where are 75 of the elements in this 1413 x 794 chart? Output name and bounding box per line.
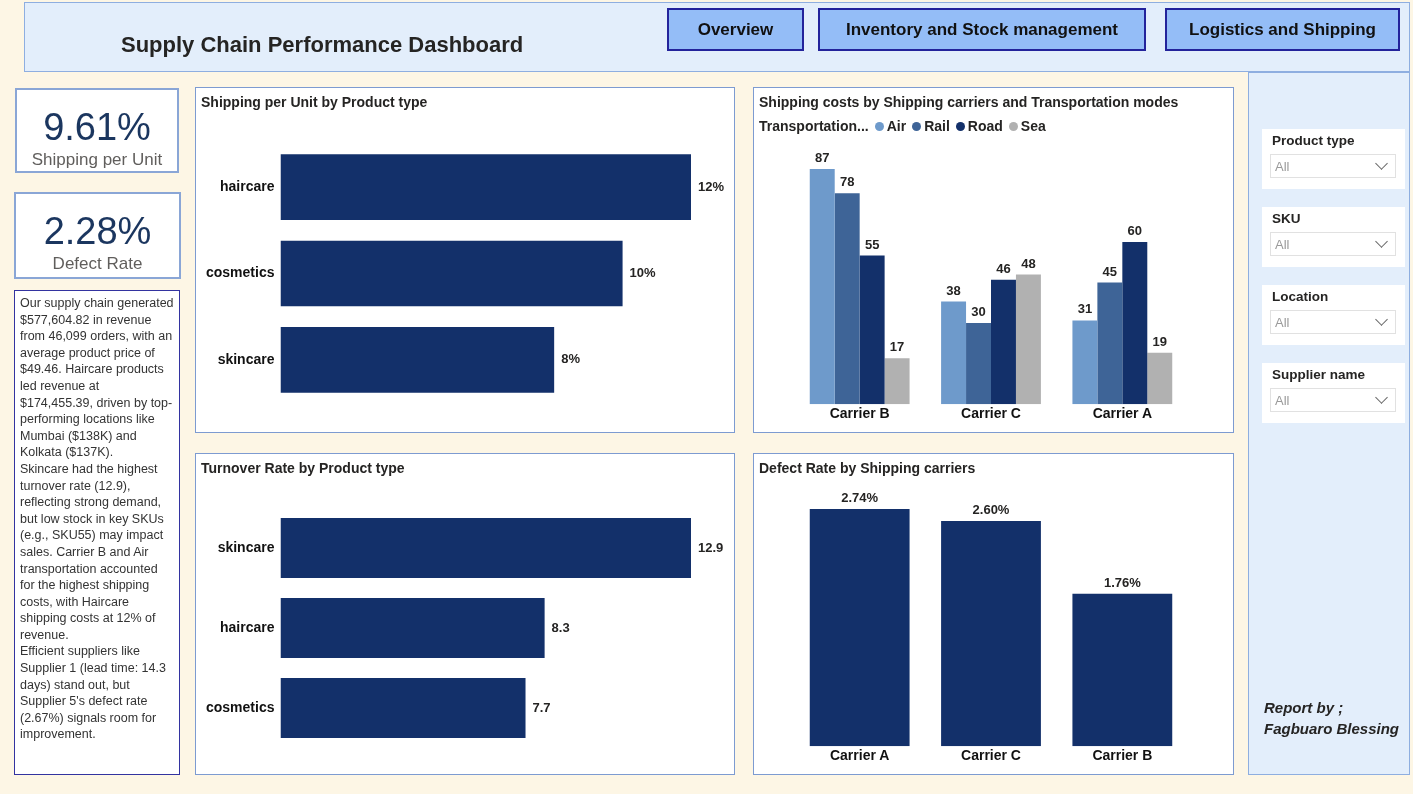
legend-label: Sea xyxy=(1020,118,1046,134)
data-label: 7.7 xyxy=(532,699,551,715)
data-label: 48 xyxy=(1021,255,1036,271)
nav-button: Overview xyxy=(667,8,804,51)
text: SKU xyxy=(1272,211,1301,226)
legend-label: Air xyxy=(886,118,907,134)
x-tick-label: Carrier B xyxy=(829,405,890,422)
chart-title: Shipping per Unit by Product type xyxy=(201,94,428,110)
y-tick-label: cosmetics xyxy=(206,264,275,281)
text: Report by ; xyxy=(1264,698,1345,718)
data-label: 45 xyxy=(1102,263,1118,279)
data-label: 38 xyxy=(946,282,961,298)
text: Location xyxy=(1272,289,1329,304)
text: Skincare had the highest turnover rate (12.9), reflecting strong demand, but low stock in key SKUs (e.g., SKU55) may impact sales. Carrier B and Air transportation accounted for the highest shipping costs, with Haircare shipping costs at 12% of revenue. xyxy=(20,461,164,642)
y-tick-label: haircare xyxy=(220,618,275,635)
x-tick-label: Carrier C xyxy=(961,747,1021,764)
dropdown-field: All xyxy=(1270,154,1396,178)
legend-title: Transportation... xyxy=(759,118,869,134)
bar xyxy=(859,255,885,405)
data-label: 2.60% xyxy=(972,502,1010,518)
data-label: 8.3 xyxy=(551,619,570,635)
data-label: 87 xyxy=(815,150,830,166)
dropdown-field: All xyxy=(1270,310,1396,334)
bar xyxy=(884,358,910,405)
bar xyxy=(1072,320,1098,405)
bar xyxy=(1097,282,1123,405)
x-tick-label: Carrier C xyxy=(961,405,1021,422)
data-label: 12% xyxy=(698,178,725,194)
data-label: 2.74% xyxy=(841,490,879,506)
nav-button: Logistics and Shipping xyxy=(1165,8,1400,51)
text: Shipping per Unit xyxy=(30,149,164,171)
nav-button: Inventory and Stock management xyxy=(818,8,1146,51)
legend-label: Road xyxy=(967,118,1003,134)
text: 9.61% xyxy=(42,105,152,149)
y-tick-label: cosmetics xyxy=(206,698,275,715)
text: Fagbuaro Blessing xyxy=(1264,719,1401,739)
text: Supply Chain Performance Dashboard xyxy=(121,32,524,58)
data-label: 55 xyxy=(864,236,880,252)
y-tick-label: skincare xyxy=(217,538,275,555)
text: 2.28% xyxy=(42,209,153,253)
bar xyxy=(966,323,991,405)
bar xyxy=(991,279,1016,405)
bar xyxy=(834,193,860,405)
data-label: 17 xyxy=(889,339,905,355)
chart-title: Turnover Rate by Product type xyxy=(201,460,405,476)
text: Product type xyxy=(1272,133,1355,148)
text: Our supply chain generated $577,604.82 in revenue from 46,099 orders, with an average product price of $49.46. Haircare products led revenue at $174,455.39, driven by top-performing locations like Mumbai ($138K) and Kolkata ($137K). xyxy=(20,296,174,460)
data-label: 31 xyxy=(1077,301,1093,317)
data-label: 10% xyxy=(629,265,657,281)
data-label: 60 xyxy=(1127,223,1143,239)
chart-title: Shipping costs by Shipping carriers and Transportation modes xyxy=(759,94,1179,110)
text: Efficient suppliers like Supplier 1 (lead time: 14.3 days) stand out, but Supplier 5's defect rate (2.67%) signals room for improvement. xyxy=(20,643,167,744)
bar xyxy=(1015,274,1041,405)
x-tick-label: Carrier B xyxy=(1092,747,1153,764)
data-label: 1.76% xyxy=(1103,574,1142,590)
data-label: 8% xyxy=(561,351,581,367)
chart-title: Defect Rate by Shipping carriers xyxy=(759,460,976,476)
text: Defect Rate xyxy=(51,253,144,275)
text: Supplier name xyxy=(1272,367,1366,382)
data-label: 19 xyxy=(1152,333,1167,349)
data-label: 78 xyxy=(839,174,855,190)
data-label: 30 xyxy=(971,304,986,320)
bar xyxy=(809,169,835,405)
dropdown-field: All xyxy=(1270,232,1396,256)
bar xyxy=(941,301,967,405)
legend-label: Rail xyxy=(924,118,950,134)
data-label: 46 xyxy=(996,260,1011,276)
dropdown-field: All xyxy=(1270,388,1396,412)
bar xyxy=(1147,352,1173,405)
x-tick-label: Carrier A xyxy=(1092,405,1153,422)
data-label: 12.9 xyxy=(698,539,724,555)
bar xyxy=(1122,241,1148,405)
y-tick-label: skincare xyxy=(217,350,275,367)
y-tick-label: haircare xyxy=(220,178,275,195)
x-tick-label: Carrier A xyxy=(829,747,890,764)
